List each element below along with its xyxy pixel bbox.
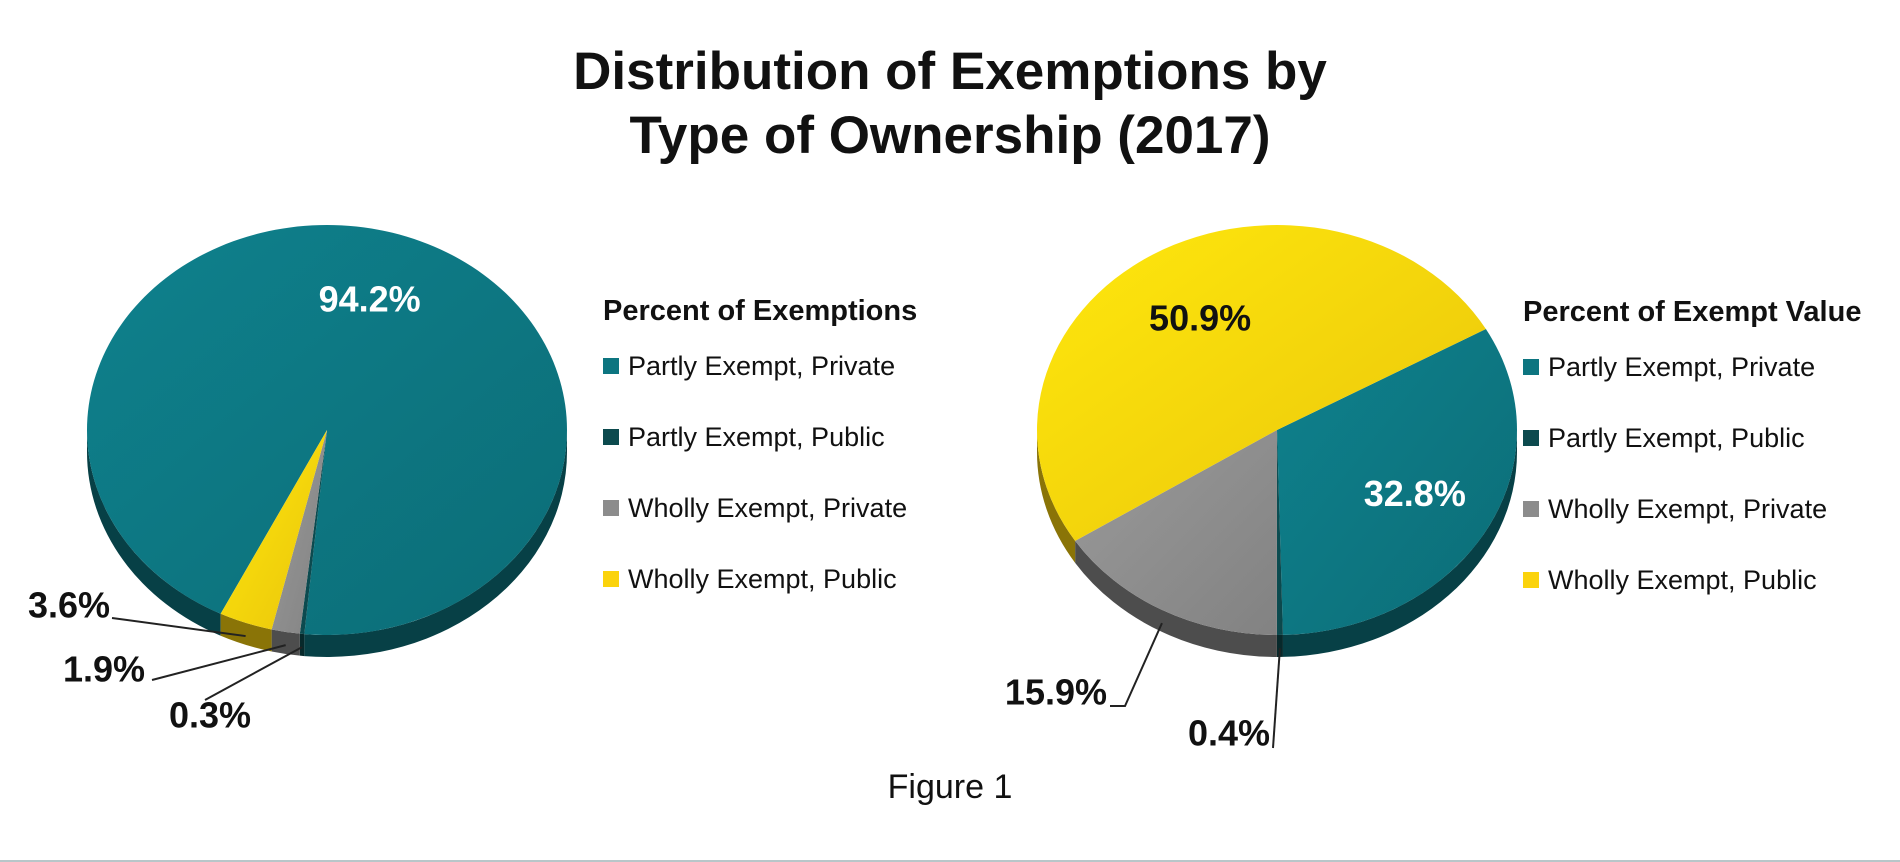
legend-item-partly-exempt-private: Partly Exempt, Private: [603, 348, 917, 384]
chart-title-line-2: Type of Ownership (2017): [629, 106, 1271, 165]
legend-label: Partly Exempt, Public: [1548, 422, 1805, 453]
legend-item-wholly-exempt-private: Wholly Exempt, Private: [1523, 491, 1861, 527]
pie-side-wholly-exempt-public: [1037, 430, 1076, 563]
leader-line: [111, 617, 246, 638]
pie-side-partly-exempt-private: [1282, 430, 1517, 657]
data-label-wholly-exempt-public: 3.6%: [28, 585, 110, 626]
pie-slice-wholly-exempt-private: [1075, 430, 1277, 635]
legend-swatch: [1523, 572, 1539, 588]
leader-line: [1272, 648, 1281, 749]
pie-side-wholly-exempt-private: [1075, 540, 1277, 657]
legend-item-partly-exempt-public: Partly Exempt, Public: [603, 419, 917, 455]
figure-caption: Figure 1: [887, 768, 1013, 806]
legend-item-wholly-exempt-public: Wholly Exempt, Public: [1523, 562, 1861, 598]
leader-line: [151, 644, 286, 681]
leader-line: [204, 646, 303, 701]
legend-item-partly-exempt-public: Partly Exempt, Public: [1523, 420, 1861, 456]
legend-swatch: [603, 358, 619, 374]
data-label-wholly-exempt-private: 1.9%: [63, 649, 145, 690]
pie-side-wholly-exempt-private: [271, 629, 300, 656]
legend-label: Wholly Exempt, Private: [1548, 493, 1828, 524]
pie-side-partly-exempt-public: [299, 633, 305, 657]
pie-side-partly-exempt-private: [87, 430, 221, 636]
pie-slice-partly-exempt-public: [1276, 430, 1283, 635]
legend-swatch: [1523, 501, 1539, 517]
legend-swatch: [603, 571, 619, 587]
data-label-partly-exempt-public: 0.4%: [1188, 713, 1270, 754]
bottom-divider: [0, 860, 1900, 862]
leader-line: [1110, 622, 1163, 707]
data-label-partly-exempt-public: 0.3%: [169, 695, 251, 736]
pie-slice-partly-exempt-private: [1277, 329, 1517, 635]
pie-slice-wholly-exempt-public: [220, 430, 327, 630]
legend-item-wholly-exempt-private: Wholly Exempt, Private: [603, 490, 917, 526]
legend-exemptions: Percent of Exemptions Partly Exempt, Pri…: [603, 295, 917, 632]
chart-title: Distribution of Exemptions by Type of Ow…: [0, 40, 1900, 168]
legend-label: Partly Exempt, Private: [628, 350, 896, 381]
legend-item-wholly-exempt-public: Wholly Exempt, Public: [603, 561, 917, 597]
pie-slice-partly-exempt-public: [299, 430, 327, 635]
data-label-wholly-exempt-public: 50.9%: [1149, 298, 1251, 339]
legend-label: Wholly Exempt, Private: [628, 492, 908, 523]
pie-side-partly-exempt-public: [1276, 634, 1283, 658]
data-label-wholly-exempt-private: 15.9%: [1005, 672, 1107, 713]
legend-label: Wholly Exempt, Public: [628, 563, 897, 594]
legend-label: Partly Exempt, Private: [1548, 351, 1816, 382]
legend-swatch: [1523, 359, 1539, 375]
legend-swatch: [603, 500, 619, 516]
pie-slice-wholly-exempt-public: [1037, 225, 1486, 541]
pie-slice-partly-exempt-private: [86, 224, 567, 635]
legend-title: Percent of Exempt Value: [1523, 296, 1862, 328]
legend-swatch: [1523, 430, 1539, 446]
pie-side-wholly-exempt-public: [220, 613, 272, 652]
legend-label: Partly Exempt, Public: [628, 421, 885, 452]
legend-exempt-value: Percent of Exempt Value Partly Exempt, P…: [1523, 296, 1861, 633]
data-label-partly-exempt-private: 94.2%: [319, 278, 421, 319]
legend-label: Wholly Exempt, Public: [1548, 564, 1817, 595]
legend-item-partly-exempt-private: Partly Exempt, Private: [1523, 349, 1861, 385]
legend-swatch: [603, 429, 619, 445]
pie-slice-wholly-exempt-private: [271, 430, 327, 634]
data-label-partly-exempt-private: 32.8%: [1364, 473, 1466, 514]
chart-title-line-1: Distribution of Exemptions by: [573, 42, 1327, 101]
legend-title: Percent of Exemptions: [603, 295, 918, 327]
